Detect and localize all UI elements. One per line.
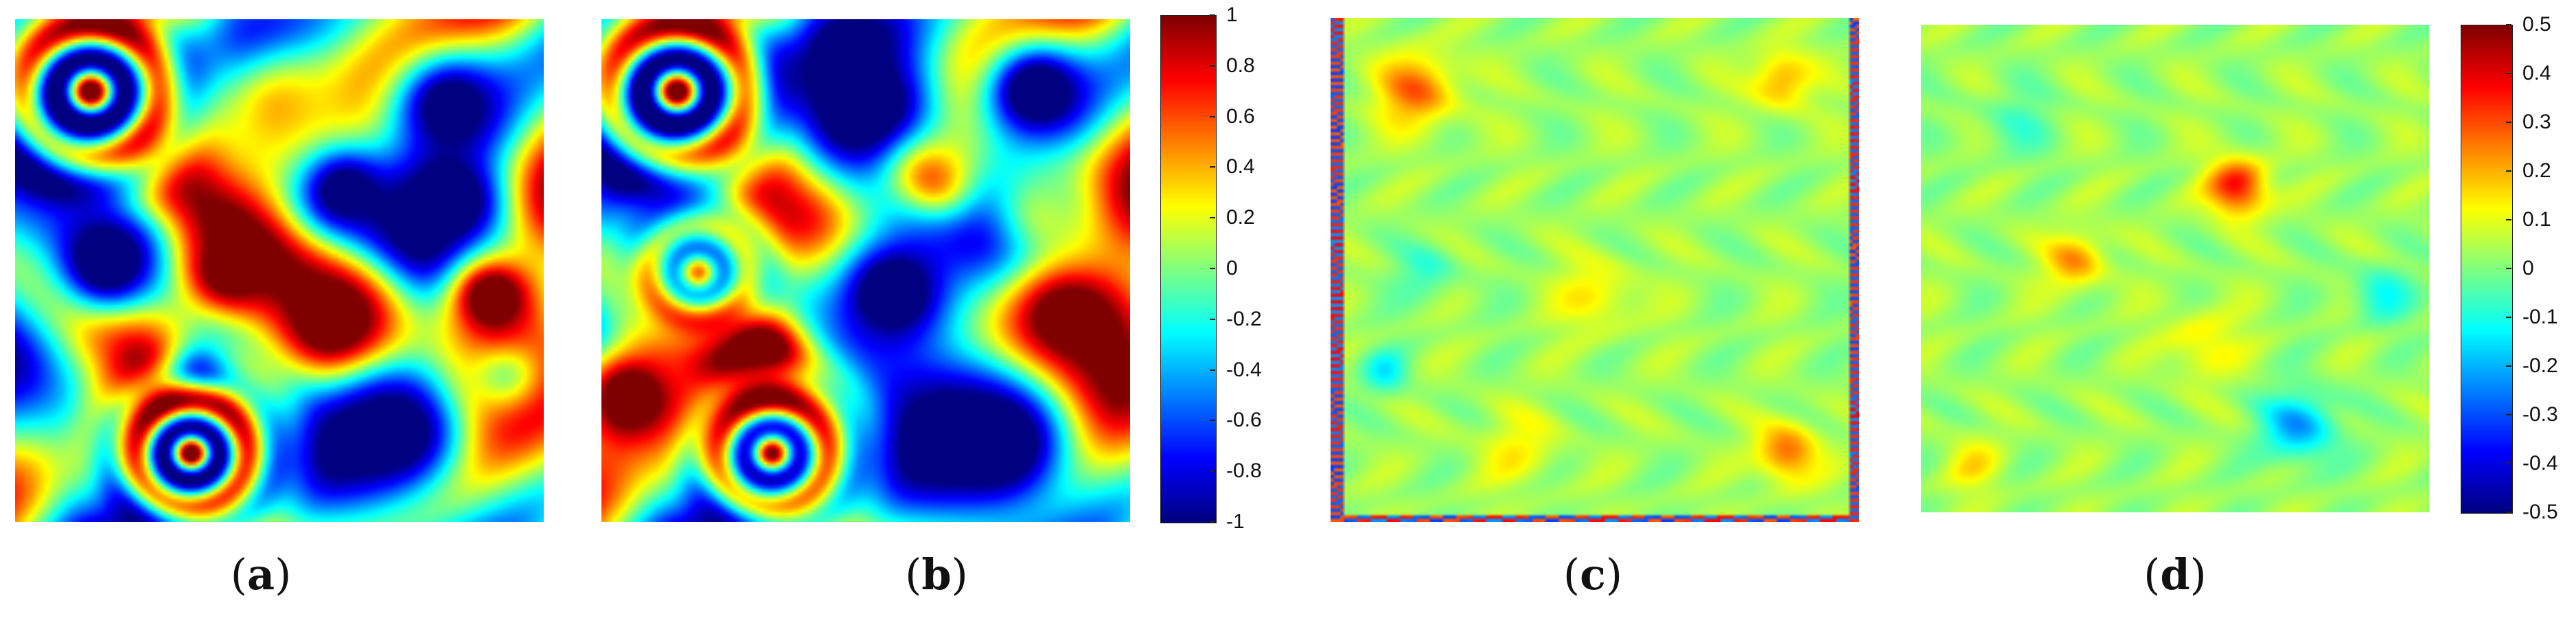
heatmap-panel-d <box>1921 25 2429 512</box>
colorbar-2 <box>2461 25 2513 514</box>
colorbar-tick-mark <box>1210 65 1215 67</box>
colorbar-2-tick-label: 0.4 <box>2522 62 2551 84</box>
caption-paren: ) <box>951 549 968 600</box>
caption-letter: c <box>1580 549 1606 600</box>
colorbar-1 <box>1160 15 1217 523</box>
caption-letter: d <box>2160 549 2190 600</box>
colorbar-tick-mark <box>1210 318 1215 320</box>
colorbar-2-tick-label: 0.3 <box>2522 111 2551 133</box>
caption-letter: a <box>246 549 275 600</box>
colorbar-1-tick-label: 0.2 <box>1226 206 1255 229</box>
colorbar-tick-mark <box>1210 369 1215 371</box>
colorbar-1-tick-label: -0.6 <box>1226 409 1262 432</box>
colorbar-1-tick-label: 0 <box>1226 257 1238 280</box>
colorbar-2-tick-label: 0.2 <box>2522 159 2551 182</box>
colorbar-2-tick-label: -0.3 <box>2522 403 2558 426</box>
colorbar-tick-mark <box>2506 414 2511 415</box>
colorbar-tick-mark <box>2506 122 2511 123</box>
colorbar-tick-mark <box>1210 166 1215 168</box>
caption-c: (c) <box>1563 549 1622 600</box>
colorbar-tick-mark <box>1210 268 1215 269</box>
caption-paren: ( <box>2143 549 2161 600</box>
colorbar-1-tick-label: -0.2 <box>1226 307 1262 330</box>
colorbar-1-tick-label: -0.4 <box>1226 358 1262 381</box>
colorbar-1-tick-label: 0.8 <box>1226 54 1255 77</box>
colorbar-2-tick-label: -0.5 <box>2522 501 2558 523</box>
colorbar-tick-mark <box>1210 217 1215 219</box>
colorbar-1-tick-label: -1 <box>1226 510 1245 533</box>
caption-a: (a) <box>231 549 292 600</box>
caption-letter: b <box>921 549 952 600</box>
colorbar-2-tick-label: -0.1 <box>2522 306 2558 328</box>
colorbar-1-tick-label: 1 <box>1226 3 1238 26</box>
caption-paren: ) <box>1605 549 1623 600</box>
colorbar-2-tick-label: -0.4 <box>2522 452 2558 475</box>
colorbar-2-tick-label: -0.2 <box>2522 354 2558 377</box>
heatmap-panel-a <box>15 19 544 522</box>
colorbar-1-ticks: 1 0.8 0.6 0.4 0.2 0 -0.2 -0.4 -0.6 -0.8 … <box>1210 5 1299 532</box>
colorbar-1-tick-label: 0.6 <box>1226 104 1255 128</box>
colorbar-tick-mark <box>2506 73 2511 74</box>
caption-paren: ) <box>2189 549 2207 600</box>
colorbar-tick-mark <box>1210 521 1215 523</box>
colorbar-tick-mark <box>2506 268 2511 269</box>
colorbar-2-ticks: 0.5 0.4 0.3 0.2 0.1 0 -0.1 -0.2 -0.3 -0.… <box>2506 14 2575 523</box>
caption-paren: ( <box>230 549 247 600</box>
colorbar-1-tick-label: 0.4 <box>1226 155 1255 179</box>
colorbar-tick-mark <box>1210 420 1215 422</box>
colorbar-tick-mark <box>2506 512 2511 513</box>
heatmap-panel-b <box>601 19 1130 522</box>
caption-b: (b) <box>905 549 968 600</box>
colorbar-tick-mark <box>1210 470 1215 472</box>
caption-paren: ) <box>275 549 292 600</box>
colorbar-tick-mark <box>2506 24 2511 25</box>
colorbar-tick-mark <box>1210 14 1215 16</box>
colorbar-tick-mark <box>1210 115 1215 117</box>
colorbar-2-tick-label: 0.5 <box>2522 13 2551 36</box>
colorbar-tick-mark <box>2506 365 2511 367</box>
caption-paren: ( <box>1563 549 1580 600</box>
colorbar-2-tick-label: 0.1 <box>2522 208 2551 231</box>
colorbar-2-tick-label: 0 <box>2522 257 2534 280</box>
colorbar-tick-mark <box>2506 317 2511 318</box>
colorbar-tick-mark <box>2506 463 2511 464</box>
colorbar-tick-mark <box>2506 170 2511 172</box>
caption-paren: ( <box>905 549 922 600</box>
heatmap-panel-c <box>1331 18 1859 522</box>
colorbar-tick-mark <box>2506 219 2511 220</box>
caption-d: (d) <box>2143 549 2207 600</box>
colorbar-1-tick-label: -0.8 <box>1226 459 1262 483</box>
